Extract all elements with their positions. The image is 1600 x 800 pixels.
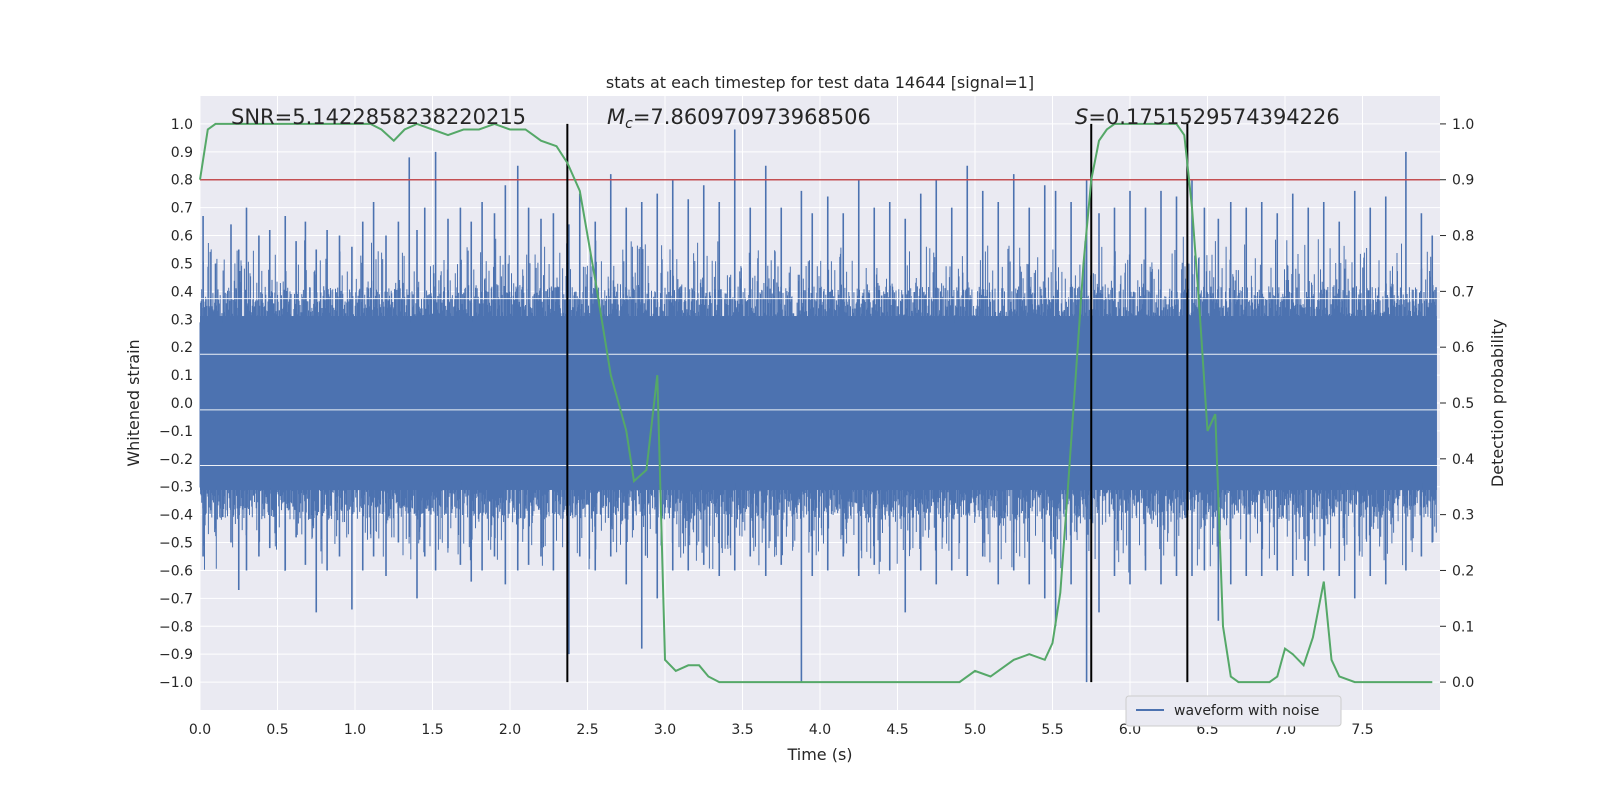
- y-tick-label: 0.1: [171, 368, 193, 384]
- y2-tick-label: 0.2: [1452, 563, 1474, 579]
- event-lines: [566, 123, 1189, 683]
- y2-tick-label: 0.9: [1452, 173, 1474, 189]
- y-tick-label: −0.3: [159, 480, 193, 496]
- y-tick-label: −0.8: [159, 619, 193, 635]
- snr-annotation: SNR=5.142285823822021​5: [231, 105, 526, 129]
- x-tick-label: 1.0: [344, 722, 366, 738]
- x-tick-label: 4.5: [886, 722, 908, 738]
- y-tick-label: 1.0: [171, 117, 193, 133]
- y-tick-label: −0.2: [159, 452, 193, 468]
- x-axis-label: Time (s): [786, 745, 852, 764]
- probability-line: [199, 122, 1433, 684]
- chirp-mass-symbol: M: [607, 105, 625, 129]
- x-tick-label: 2.0: [499, 722, 521, 738]
- y-tick-label: 0.3: [171, 312, 193, 328]
- chirp-mass-value: =7.860970973968506: [633, 105, 871, 129]
- x-tick-label: 3.0: [654, 722, 676, 738]
- x-tick-label: 3.5: [731, 722, 753, 738]
- probability-series: [199, 122, 1433, 684]
- y-tick-label: −0.5: [159, 536, 193, 552]
- y-tick-label: 0.8: [171, 173, 193, 189]
- legend-box: [1125, 695, 1342, 727]
- x-tick-label: 2.5: [576, 722, 598, 738]
- y-tick-label: 0.4: [171, 284, 193, 300]
- x-tick-label: 1.5: [421, 722, 443, 738]
- y-tick-label: −0.4: [159, 508, 193, 524]
- s-value: =0.1751529574394226: [1088, 105, 1339, 129]
- grid-overlay: [200, 298, 1440, 467]
- y-axis-label: Whitened strain: [124, 339, 143, 466]
- waveform-series: [199, 129, 1437, 683]
- chirp-mass-subscript: c: [625, 116, 633, 132]
- y-tick-label: 0.9: [171, 145, 193, 161]
- y-tick-label: −0.6: [159, 563, 193, 579]
- y-tick-label: −0.9: [159, 647, 193, 663]
- y2-tick-label: 0.4: [1452, 452, 1474, 468]
- y-tick-label: −0.7: [159, 591, 193, 607]
- y2-axis-ticks: 1.0 0.9 0.8 0.7 0.6 0.5 0.4 0.3 0.2 0.1 0.0: [1440, 117, 1474, 691]
- y-tick-label: 0.0: [171, 396, 193, 412]
- y2-tick-label: 0.8: [1452, 229, 1474, 245]
- y-tick-label: 0.6: [171, 229, 193, 245]
- legend: waveform with noise: [1125, 695, 1342, 727]
- s-symbol: S: [1075, 105, 1088, 129]
- y-tick-label: −1.0: [159, 675, 193, 691]
- x-tick-label: 5.0: [964, 722, 986, 738]
- y2-tick-label: 0.5: [1452, 396, 1474, 412]
- y-tick-label: 0.2: [171, 340, 193, 356]
- legend-label: waveform with noise: [1174, 703, 1319, 719]
- y2-tick-label: 1.0: [1452, 117, 1474, 133]
- y2-tick-label: 0.7: [1452, 284, 1474, 300]
- y-tick-label: −0.1: [159, 424, 193, 440]
- s-annotation: S=0.1751529574394226: [1075, 105, 1340, 129]
- x-tick-label: 0.0: [189, 722, 211, 738]
- chirp-mass-annotation: Mc=7.860970973968506: [607, 105, 871, 132]
- y-axis-ticks: 1.0 0.9 0.8 0.7 0.6 0.5 0.4 0.3 0.2 0.1 0.0 −0.1 −0.…: [159, 117, 193, 691]
- y-tick-label: 0.5: [171, 256, 193, 272]
- y2-axis-label: Detection probability: [1488, 319, 1507, 487]
- x-tick-label: 0.5: [266, 722, 288, 738]
- y2-tick-label: 0.6: [1452, 340, 1474, 356]
- x-tick-label: 5.5: [1041, 722, 1063, 738]
- chart-title: stats at each timestep for test data 146…: [606, 73, 1034, 92]
- waveform-noise: [199, 236, 1437, 575]
- y2-tick-label: 0.0: [1452, 675, 1474, 691]
- y-tick-label: 0.7: [171, 201, 193, 217]
- x-tick-label: 4.0: [809, 722, 831, 738]
- y2-tick-label: 0.3: [1452, 508, 1474, 524]
- x-tick-label: 7.5: [1351, 722, 1373, 738]
- y2-tick-label: 0.1: [1452, 619, 1474, 635]
